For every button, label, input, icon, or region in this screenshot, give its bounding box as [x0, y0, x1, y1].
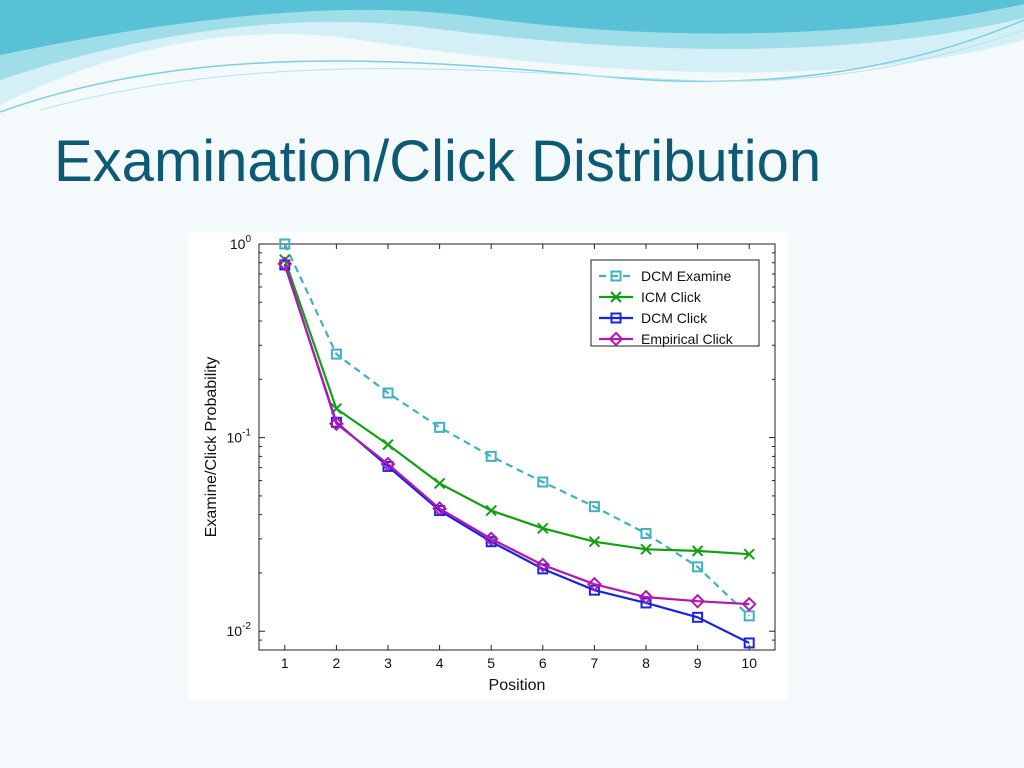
legend-marker-empirical-click — [608, 331, 624, 347]
x-tick-label: 6 — [539, 655, 547, 671]
x-tick-label: 1 — [281, 655, 289, 671]
series-empirical-click — [277, 256, 757, 612]
series-line-icm-click — [283, 259, 750, 556]
series-icm-click — [279, 253, 755, 560]
legend-marker-icm-click — [610, 291, 622, 303]
header-wave-decoration — [0, 0, 1024, 113]
wave-line-2 — [39, 29, 1024, 111]
data-point-dcm-examine — [434, 421, 446, 433]
data-point-dcm-examine — [330, 348, 342, 360]
x-tick-label: 3 — [384, 655, 392, 671]
data-point-dcm-click — [640, 597, 652, 609]
data-point-empirical-click — [328, 416, 344, 432]
data-point-icm-click-stroke — [640, 543, 652, 555]
x-tick-label: 10 — [741, 655, 757, 671]
x-axis-label: Position — [489, 677, 546, 694]
data-point-dcm-click — [743, 637, 755, 649]
x-tick-label: 7 — [591, 655, 599, 671]
y-tick-label: 10-2 — [227, 621, 252, 639]
data-point-icm-click — [640, 543, 652, 555]
x-tick-label: 8 — [642, 655, 650, 671]
series-line-empirical-click — [283, 263, 750, 606]
data-point-icm-click — [537, 522, 549, 535]
data-point-empirical-click — [535, 557, 551, 573]
data-point-dcm-click — [692, 611, 704, 623]
data-point-dcm-examine — [588, 501, 600, 513]
legend-label-dcm-click: DCM Click — [641, 310, 708, 326]
data-point-icm-click-stroke — [691, 545, 704, 557]
data-point-icm-click-stroke — [537, 522, 549, 535]
data-point-dcm-examine — [640, 527, 652, 539]
x-tick-label: 4 — [436, 655, 444, 671]
legend: DCM Examine ICM Click DCM Click Empirical C… — [590, 259, 760, 347]
data-point-dcm-examine — [485, 450, 497, 462]
data-point-empirical-click — [483, 531, 499, 547]
y-axis-label: Examine/Click Probability — [203, 357, 220, 538]
legend-marker-dcm-examine — [610, 270, 622, 282]
data-point-dcm-examine — [692, 561, 704, 573]
line-chart: 1 2 3 4 5 6 7 8 9 10 100 10-1 10-2 Position Examine/Cl… — [203, 234, 776, 694]
legend-marker-dcm-click — [610, 312, 622, 324]
legend-label-dcm-examine: DCM Examine — [641, 268, 731, 284]
data-point-empirical-click — [432, 501, 448, 516]
y-tick-label: 100 — [230, 234, 252, 252]
slide-title: Examination/Click Distribution — [54, 129, 822, 194]
data-point-empirical-click — [277, 256, 293, 272]
data-point-dcm-click — [588, 584, 600, 596]
data-point-empirical-click — [586, 576, 602, 592]
legend-box — [590, 259, 760, 347]
data-point-icm-click — [485, 504, 497, 517]
data-point-empirical-click — [690, 593, 706, 609]
data-point-icm-click-stroke — [485, 504, 497, 517]
legend-label-icm-click: ICM Click — [641, 289, 702, 305]
wave-dark — [0, 0, 1024, 55]
data-point-icm-click — [382, 438, 394, 451]
data-point-icm-click-stroke — [743, 548, 755, 560]
data-point-empirical-click — [380, 456, 396, 472]
data-point-empirical-click — [741, 596, 757, 612]
data-point-icm-click-stroke — [433, 477, 446, 490]
chart-panel: 1 2 3 4 5 6 7 8 9 10 100 10-1 10-2 Position Examine/Cl… — [188, 232, 788, 700]
data-point-icm-click — [743, 548, 755, 560]
data-point-icm-click — [588, 536, 601, 548]
x-tick-label: 9 — [694, 655, 702, 671]
y-tick-label: 10-1 — [227, 428, 252, 446]
series-line-dcm-examine — [283, 243, 750, 617]
data-point-icm-click — [691, 545, 704, 557]
legend-marker-icm-click-stroke — [610, 291, 622, 303]
x-tick-label: 5 — [487, 655, 495, 671]
data-point-dcm-examine — [279, 238, 291, 250]
data-point-empirical-click — [638, 589, 654, 605]
x-tick-label: 2 — [333, 655, 341, 671]
data-point-icm-click-stroke — [382, 438, 394, 451]
data-point-dcm-examine — [382, 387, 394, 399]
data-point-icm-click-stroke — [588, 536, 601, 548]
data-point-dcm-examine — [537, 476, 549, 488]
legend-label-empirical-click: Empirical Click — [641, 331, 734, 347]
data-point-icm-click — [433, 477, 446, 490]
